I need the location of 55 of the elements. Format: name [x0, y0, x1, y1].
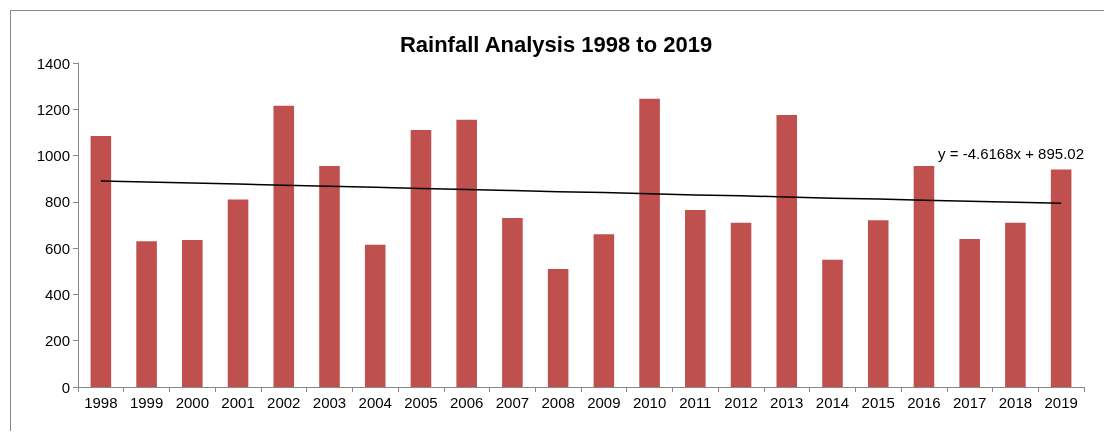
bar — [502, 218, 523, 387]
x-tick-label: 2013 — [770, 394, 804, 411]
x-tick-label: 2018 — [998, 394, 1033, 411]
y-tick-label: 1200 — [36, 100, 70, 118]
bar — [182, 240, 203, 387]
bar — [456, 119, 477, 387]
bar — [913, 165, 935, 387]
y-tick-label: 0 — [61, 378, 70, 396]
bar — [959, 238, 980, 387]
x-tick-label: 2003 — [312, 394, 347, 411]
bar — [730, 222, 752, 387]
bar — [319, 165, 340, 387]
x-tick-label: 2014 — [815, 394, 850, 411]
bar — [685, 209, 706, 387]
bar — [364, 244, 386, 387]
bar — [867, 220, 889, 387]
x-tick-label: 2004 — [358, 394, 392, 411]
x-tick-label: 2017 — [952, 394, 987, 411]
chart-title: Rainfall Analysis 1998 to 2019 — [399, 31, 713, 57]
x-tick-label: 2015 — [861, 394, 895, 411]
x-tick-label: 2011 — [679, 394, 712, 411]
bar — [1050, 169, 1072, 387]
annotation: y = -4.6168x + 895.02 — [938, 145, 1085, 162]
y-tick-label: 600 — [44, 239, 70, 257]
bar — [822, 259, 843, 387]
x-tick-label: 1998 — [84, 394, 118, 411]
x-tick-label: 2010 — [632, 394, 667, 411]
x-tick-label: 2001 — [221, 394, 255, 411]
x-tick-label: 2005 — [404, 394, 438, 411]
y-tick-label: 800 — [44, 193, 70, 211]
x-tick-label: 2000 — [175, 394, 210, 411]
bar — [227, 199, 249, 387]
bar — [410, 130, 432, 387]
bar — [1005, 222, 1026, 387]
x-tick-label: 2008 — [541, 394, 575, 411]
x-tick-label: 2002 — [267, 394, 301, 411]
x-tick-label: 2007 — [495, 394, 530, 411]
y-tick-label: 1000 — [36, 147, 70, 165]
bar — [547, 268, 569, 387]
x-tick-label: 1999 — [129, 394, 164, 411]
x-tick-label: 2016 — [907, 394, 941, 411]
line-series — [100, 180, 1062, 204]
bar — [776, 115, 798, 387]
y-tick-label: 1400 — [36, 54, 70, 72]
x-tick-label: 2006 — [449, 394, 484, 411]
bar — [273, 105, 295, 387]
x-tick-label: 2012 — [724, 394, 758, 411]
x-tick-label: 2009 — [587, 394, 621, 411]
x-tick-label: 2019 — [1044, 394, 1078, 411]
y-tick-label: 200 — [44, 332, 70, 350]
bar — [593, 234, 615, 387]
bar — [136, 241, 157, 387]
bar — [639, 98, 660, 387]
y-tick-label: 400 — [44, 285, 70, 303]
bar — [90, 135, 112, 387]
